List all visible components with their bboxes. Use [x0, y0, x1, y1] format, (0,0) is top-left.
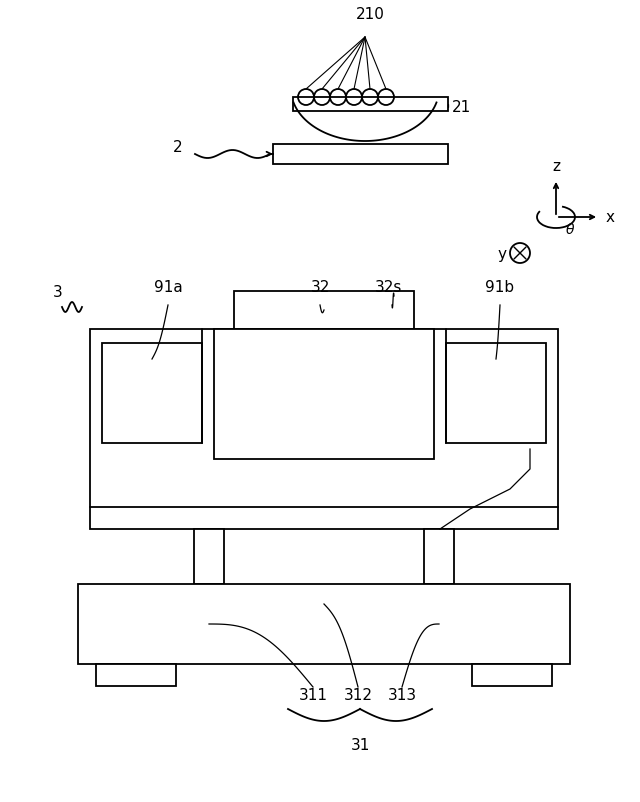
Text: 2: 2: [173, 140, 183, 156]
Text: 311: 311: [298, 687, 328, 702]
Bar: [472, 664, 552, 687]
Bar: [214, 330, 434, 460]
Bar: [273, 145, 448, 164]
Text: 91b: 91b: [485, 280, 515, 294]
Text: 312: 312: [344, 687, 372, 702]
Text: 210: 210: [356, 7, 385, 22]
Text: 21: 21: [452, 100, 471, 115]
Bar: [90, 330, 558, 529]
Bar: [102, 343, 202, 444]
Text: x: x: [606, 210, 615, 225]
Text: y: y: [497, 246, 506, 261]
Text: z: z: [552, 159, 560, 174]
Bar: [194, 529, 224, 585]
Text: 32s: 32s: [375, 280, 403, 294]
Text: θ: θ: [566, 223, 575, 237]
Bar: [293, 98, 448, 111]
Text: 31: 31: [350, 737, 370, 752]
Bar: [446, 343, 546, 444]
Text: 91a: 91a: [154, 280, 182, 294]
Text: 313: 313: [387, 687, 417, 702]
Bar: [78, 585, 570, 664]
Text: 32: 32: [310, 280, 330, 294]
Text: 3: 3: [53, 285, 63, 300]
Bar: [424, 529, 454, 585]
Bar: [96, 664, 176, 687]
Bar: [234, 292, 414, 330]
